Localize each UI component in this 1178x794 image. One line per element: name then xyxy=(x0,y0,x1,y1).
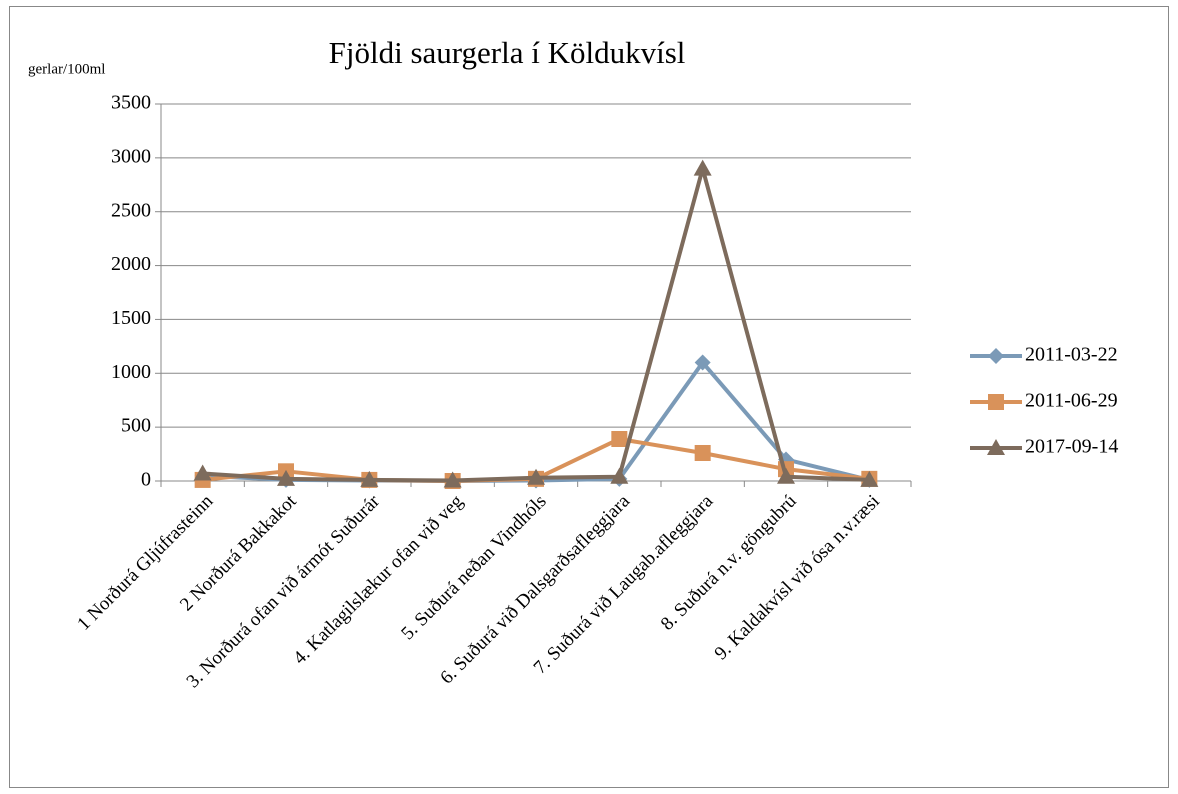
marker xyxy=(611,430,628,447)
marker xyxy=(527,468,545,485)
marker xyxy=(693,159,712,176)
legend-marker xyxy=(988,394,1004,410)
legend-label: 2011-06-29 xyxy=(1025,390,1118,412)
marker xyxy=(277,469,295,486)
marker xyxy=(443,471,462,488)
y-tick-label: 3000 xyxy=(111,145,151,167)
y-tick-label: 500 xyxy=(121,415,151,437)
chart-title: Fjöldi saurgerla í Köldukvísl xyxy=(329,35,686,70)
marker xyxy=(360,470,379,487)
legend-marker xyxy=(988,348,1004,364)
y-axis-label: gerlar/100ml xyxy=(28,61,105,77)
marker xyxy=(777,467,795,484)
legend-marker xyxy=(987,439,1005,455)
marker xyxy=(694,354,711,371)
y-tick-label: 3500 xyxy=(111,92,151,114)
marker xyxy=(610,467,629,484)
marker xyxy=(193,464,212,481)
marker xyxy=(860,470,879,487)
y-tick-label: 2500 xyxy=(111,199,151,221)
chart-border xyxy=(9,6,1169,788)
legend-label: 2011-03-22 xyxy=(1025,344,1118,366)
y-tick-label: 1000 xyxy=(111,361,151,383)
y-tick-label: 0 xyxy=(141,469,151,491)
y-tick-label: 1500 xyxy=(111,307,151,329)
marker xyxy=(694,444,711,461)
y-tick-label: 2000 xyxy=(111,253,151,275)
legend-label: 2017-09-14 xyxy=(1025,436,1118,458)
